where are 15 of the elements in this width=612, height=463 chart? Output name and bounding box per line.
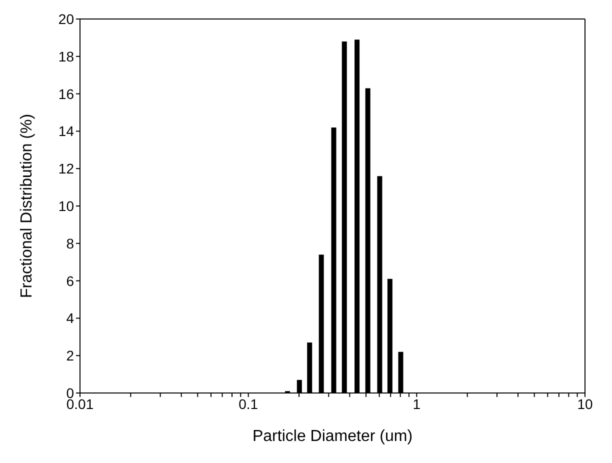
x-axis-title: Particle Diameter (um) [252, 428, 413, 445]
y-tick-label: 8 [66, 235, 74, 252]
y-tick-label: 20 [58, 10, 74, 27]
x-tick-label: 1 [412, 396, 421, 412]
y-tick-label: 12 [58, 160, 74, 177]
y-tick-label: 6 [66, 272, 74, 289]
x-tick-label: 0.1 [238, 396, 258, 412]
y-axis-title: Fractional Distribution (%) [18, 114, 36, 298]
x-tick-label: 10 [577, 396, 593, 412]
y-tick-label: 4 [66, 310, 74, 326]
y-tick-label: 14 [58, 123, 74, 140]
y-tick-label: 10 [58, 198, 74, 214]
y-tick-label: 2 [66, 348, 74, 364]
y-tick-label: 16 [58, 86, 74, 102]
y-tick-label: 18 [58, 48, 74, 64]
